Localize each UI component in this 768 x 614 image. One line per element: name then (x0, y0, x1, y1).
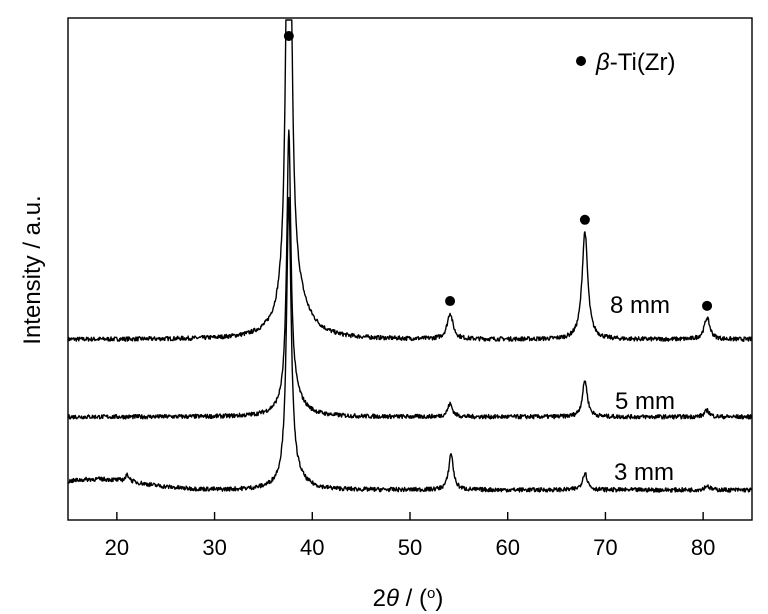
legend: β-Ti(Zr) (576, 49, 675, 76)
trace-labels: 8 mm 5 mm 3 mm (610, 292, 675, 486)
x-axis-title-number: 2 (373, 585, 386, 612)
x-tick-label-40: 40 (300, 535, 324, 560)
trace-8-mm (67, 19, 753, 342)
x-tick-label-70: 70 (593, 535, 617, 560)
peak-marker-1 (283, 31, 294, 41)
x-axis-title-close: ) (435, 585, 443, 612)
x-tick-label-80: 80 (691, 535, 715, 560)
x-tick-label-30: 30 (202, 535, 226, 560)
peak-marker-2 (445, 296, 456, 307)
x-tick-label-60: 60 (495, 535, 519, 560)
trace-label-3-mm: 3 mm (614, 459, 674, 486)
peak-markers (283, 31, 713, 311)
x-axis-title: 2θ / (o) (373, 585, 444, 613)
x-axis-title-symbol: θ (386, 585, 399, 612)
trace-label-5-mm: 5 mm (615, 388, 675, 415)
x-tick-label-20: 20 (105, 535, 129, 560)
x-tick-label-50: 50 (398, 535, 422, 560)
trace-label-8-mm: 8 mm (610, 292, 670, 319)
peak-marker-3 (579, 214, 590, 225)
traces (67, 19, 753, 493)
plot-frame (67, 17, 753, 521)
x-axis-title-unit: / ( (399, 585, 427, 612)
peak-marker-4 (702, 300, 713, 311)
trace-5-mm (67, 129, 753, 420)
trace-3-mm (67, 196, 753, 493)
y-axis-title: Intensity / a.u. (19, 195, 46, 344)
legend-marker (576, 56, 586, 66)
legend-symbol: β (595, 49, 610, 76)
x-axis-ticks: 20 30 40 50 60 70 80 (105, 512, 715, 560)
x-axis-title-degree: o (427, 585, 435, 602)
legend-text: -Ti(Zr) (610, 49, 676, 76)
legend-label: β-Ti(Zr) (595, 49, 675, 76)
